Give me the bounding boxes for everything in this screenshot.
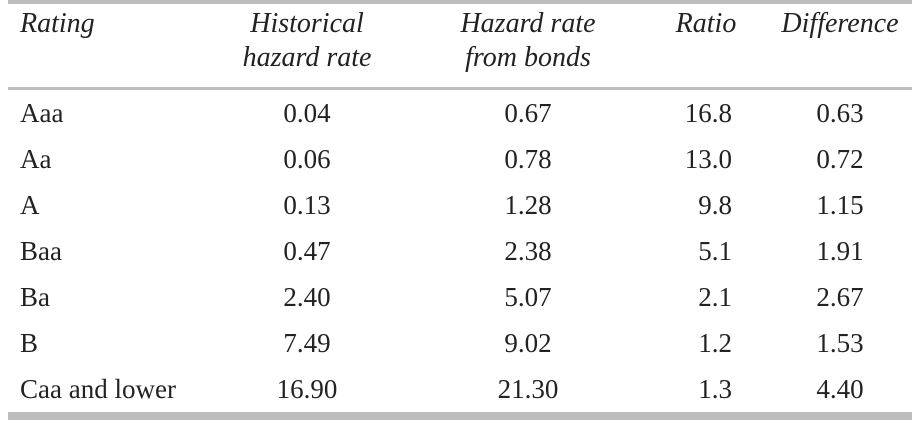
cell-difference: 0.63	[816, 98, 864, 128]
cell-historical: 0.13	[283, 190, 331, 220]
table-header-row: Rating Historical hazard rate Hazard rat…	[8, 7, 912, 82]
header-difference: Difference	[766, 7, 914, 41]
cell-historical: 0.47	[283, 236, 331, 266]
table-row: Caa and lower 16.90 21.30 1.3 4.40	[8, 366, 912, 412]
header-bonds-line-1: Hazard rate	[460, 8, 596, 39]
header-hazard-rate-from-bonds: Hazard rate from bonds	[428, 7, 628, 75]
header-bonds-line-2: from bonds	[465, 42, 591, 73]
table-row: Aa 0.06 0.78 13.0 0.72	[8, 136, 912, 182]
cell-bonds: 2.38	[504, 236, 552, 266]
bottom-rule	[8, 412, 912, 420]
cell-ratio: 1.3	[698, 374, 732, 404]
cell-rating: B	[20, 328, 39, 358]
cell-difference: 1.53	[816, 328, 864, 358]
cell-historical: 16.90	[276, 374, 338, 404]
cell-difference: 2.67	[816, 282, 864, 312]
cell-rating: Baa	[20, 236, 62, 266]
header-historical-hazard-rate: Historical hazard rate	[218, 7, 396, 75]
cell-rating: Aaa	[20, 98, 64, 128]
header-ratio: Ratio	[666, 7, 746, 41]
cell-bonds: 5.07	[504, 282, 552, 312]
cell-difference: 1.15	[816, 190, 864, 220]
cell-bonds: 0.67	[504, 98, 552, 128]
cell-difference: 0.72	[816, 144, 864, 174]
cell-ratio: 13.0	[684, 144, 732, 174]
table-body: Aaa 0.04 0.67 16.8 0.63 Aa 0.06 0.78 13.…	[8, 90, 912, 412]
cell-ratio: 2.1	[698, 282, 732, 312]
header-historical-line-2: hazard rate	[242, 42, 372, 73]
cell-rating: A	[20, 190, 40, 220]
table-row: Ba 2.40 5.07 2.1 2.67	[8, 274, 912, 320]
cell-bonds: 1.28	[504, 190, 552, 220]
header-rating-line-1: Rating	[20, 8, 95, 39]
header-historical-line-1: Historical	[250, 8, 364, 39]
cell-ratio: 16.8	[684, 98, 732, 128]
header-rating: Rating	[20, 7, 95, 41]
cell-bonds: 21.30	[497, 374, 559, 404]
table-row: A 0.13 1.28 9.8 1.15	[8, 182, 912, 228]
cell-historical: 7.49	[283, 328, 331, 358]
cell-ratio: 1.2	[698, 328, 732, 358]
cell-historical: 0.06	[283, 144, 331, 174]
header-ratio-line-1: Ratio	[675, 8, 737, 39]
cell-bonds: 9.02	[504, 328, 552, 358]
cell-ratio: 9.8	[698, 190, 732, 220]
table-row: B 7.49 9.02 1.2 1.53	[8, 320, 912, 366]
header-difference-line-1: Difference	[781, 8, 899, 39]
cell-difference: 1.91	[816, 236, 864, 266]
hazard-rate-table: Rating Historical hazard rate Hazard rat…	[8, 0, 912, 423]
cell-rating: Aa	[20, 144, 52, 174]
top-rule	[8, 0, 912, 4]
cell-historical: 2.40	[283, 282, 331, 312]
cell-difference: 4.40	[816, 374, 864, 404]
header-rule	[8, 87, 912, 90]
table-row: Aaa 0.04 0.67 16.8 0.63	[8, 90, 912, 136]
cell-rating: Ba	[20, 282, 50, 312]
cell-historical: 0.04	[283, 98, 331, 128]
table-row: Baa 0.47 2.38 5.1 1.91	[8, 228, 912, 274]
cell-ratio: 5.1	[698, 236, 732, 266]
cell-bonds: 0.78	[504, 144, 552, 174]
cell-rating: Caa and lower	[20, 374, 176, 404]
